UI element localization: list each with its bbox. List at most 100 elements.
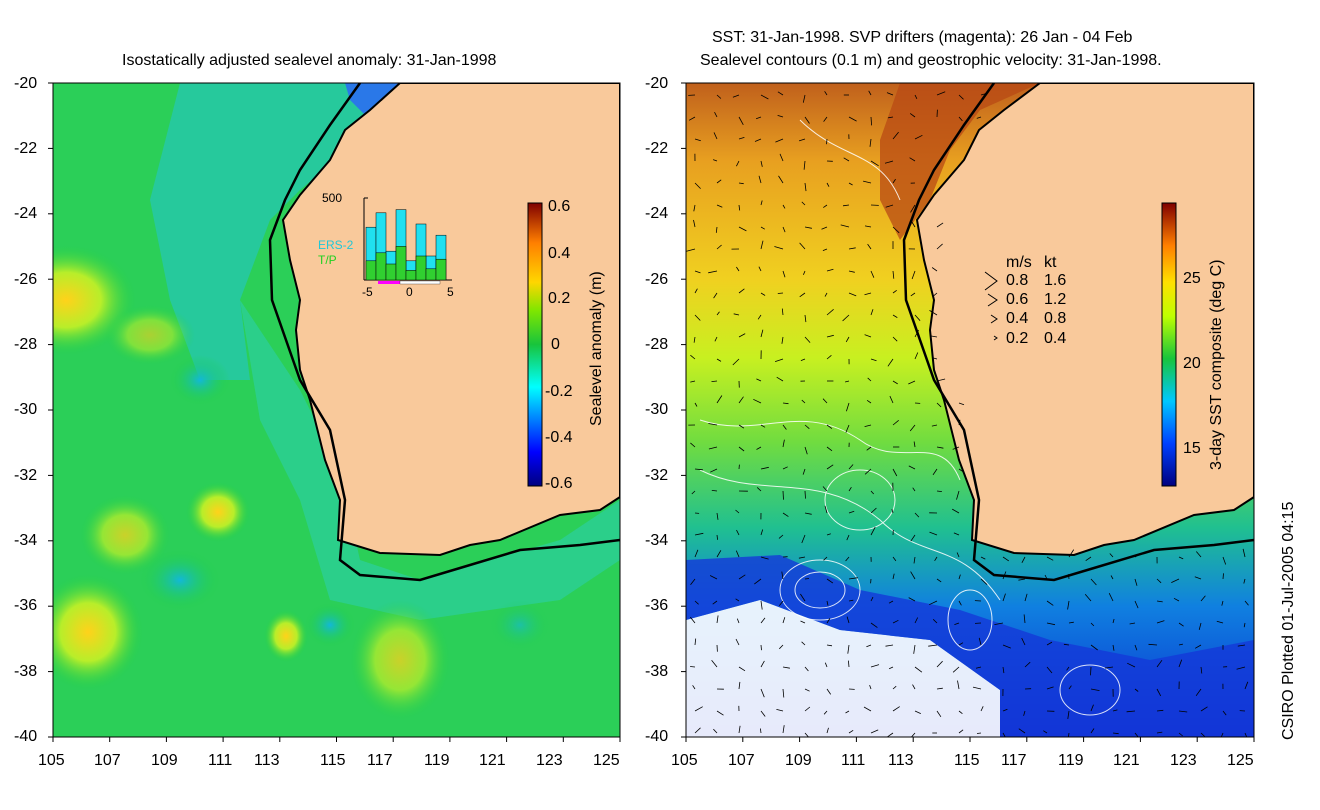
velocity-arrow — [775, 138, 784, 143]
velocity-arrow — [936, 402, 942, 408]
left-colorbar-tick: 0 — [551, 336, 560, 353]
velocity-arrow — [846, 534, 850, 541]
legend-arrow-0.8 — [984, 271, 998, 291]
velocity-arrow — [914, 512, 920, 518]
velocity-arrow — [936, 687, 943, 690]
velocity-arrow — [1067, 710, 1070, 719]
velocity-arrow — [1021, 556, 1026, 563]
velocity-arrow — [1104, 666, 1114, 669]
velocity-arrow — [774, 246, 784, 250]
velocity-arrow — [758, 175, 762, 184]
velocity-arrow — [910, 732, 916, 737]
velocity-arrow — [956, 490, 960, 500]
velocity-arrow — [716, 710, 724, 716]
velocity-arrow — [1216, 620, 1224, 624]
velocity-arrow — [1134, 578, 1138, 586]
velocity-arrow — [776, 376, 784, 382]
velocity-arrow — [958, 642, 964, 646]
velocity-arrow — [714, 112, 718, 118]
velocity-arrow — [826, 578, 834, 584]
velocity-arrow — [800, 358, 806, 361]
velocity-arrow — [804, 446, 808, 455]
left-y-tick: -34 — [14, 532, 38, 549]
velocity-arrow — [738, 574, 746, 580]
velocity-arrow — [693, 204, 696, 212]
inset-bar-tp — [405, 270, 417, 281]
velocity-arrow — [870, 490, 874, 495]
velocity-arrow — [760, 688, 765, 698]
right-y-tick: -38 — [645, 663, 669, 680]
velocity-arrow — [929, 600, 938, 606]
velocity-arrow — [914, 352, 919, 360]
velocity-arrow — [736, 529, 740, 536]
velocity-arrow — [1243, 622, 1246, 628]
velocity-arrow — [1156, 659, 1163, 668]
velocity-arrow — [760, 160, 763, 167]
velocity-arrow — [1156, 600, 1163, 603]
velocity-arrow — [736, 618, 740, 624]
velocity-arrow — [975, 666, 982, 669]
left-y-tick: -28 — [14, 336, 38, 353]
velocity-arrow — [1090, 704, 1094, 712]
ssa-high-2 — [105, 305, 195, 365]
velocity-arrow — [1242, 548, 1246, 558]
velocity-arrow — [931, 267, 938, 272]
velocity-arrow — [980, 556, 986, 560]
velocity-arrow — [1090, 644, 1098, 651]
velocity-arrow — [870, 507, 877, 514]
right-y-tick: -40 — [645, 728, 669, 745]
velocity-arrow — [694, 600, 699, 605]
velocity-arrow — [892, 226, 900, 234]
velocity-arrow — [1108, 593, 1114, 602]
velocity-arrow — [782, 270, 786, 278]
velocity-arrow — [781, 336, 784, 344]
axis-tick-marks — [48, 82, 1255, 742]
velocity-arrow — [1024, 593, 1028, 602]
velocity-arrow — [826, 644, 833, 647]
velocity-arrow — [1002, 571, 1007, 580]
velocity-arrow — [738, 204, 741, 211]
sealevel-contours — [699, 119, 1121, 716]
velocity-arrow — [1046, 641, 1053, 646]
velocity-arrow — [694, 138, 701, 142]
right-colorbar-tick: 20 — [1183, 355, 1201, 372]
velocity-arrow — [824, 91, 828, 96]
velocity-arrow — [914, 710, 921, 714]
velocity-arrow — [1044, 574, 1048, 580]
inset-bar-tp — [365, 260, 377, 281]
velocity-arrow — [735, 550, 740, 558]
inset-histogram — [363, 197, 452, 285]
velocity-arrow — [1195, 551, 1202, 558]
velocity-arrow — [1084, 594, 1092, 602]
ssa-low-3 — [305, 603, 355, 647]
velocity-arrow — [826, 600, 829, 606]
velocity-arrow — [1112, 644, 1115, 651]
right-x-tick: 121 — [1113, 752, 1140, 769]
velocity-arrow — [804, 578, 810, 580]
velocity-arrow — [804, 688, 810, 692]
velocity-arrow — [892, 619, 899, 624]
velocity-arrow — [957, 680, 960, 690]
velocity-arrow — [826, 424, 833, 429]
left-x-tick: 119 — [424, 752, 450, 769]
velocity-arrow — [1178, 643, 1183, 646]
velocity-arrow — [738, 226, 747, 232]
velocity-arrow — [848, 510, 855, 514]
right-x-tick: 113 — [888, 752, 914, 769]
velocity-arrow — [972, 686, 982, 690]
velocity-arrow — [978, 637, 982, 646]
velocity-arrow — [826, 618, 831, 624]
velocity-legend-ms: 0.6 — [1006, 291, 1029, 308]
velocity-arrow — [777, 292, 784, 294]
inset-bar-tp — [375, 252, 387, 281]
velocity-arrow — [936, 378, 946, 382]
geostrophic-velocity-arrows — [686, 90, 1249, 737]
velocity-arrow — [1018, 728, 1026, 734]
velocity-arrow — [913, 644, 916, 654]
velocity-arrow — [912, 487, 916, 492]
right-title-line1: SST: 31-Jan-1998. SVP drifters (magenta)… — [712, 29, 1133, 46]
ssa-high-4 — [80, 495, 170, 575]
velocity-arrow — [1148, 643, 1158, 646]
velocity-arrow — [732, 358, 740, 366]
velocity-arrow — [824, 505, 828, 514]
